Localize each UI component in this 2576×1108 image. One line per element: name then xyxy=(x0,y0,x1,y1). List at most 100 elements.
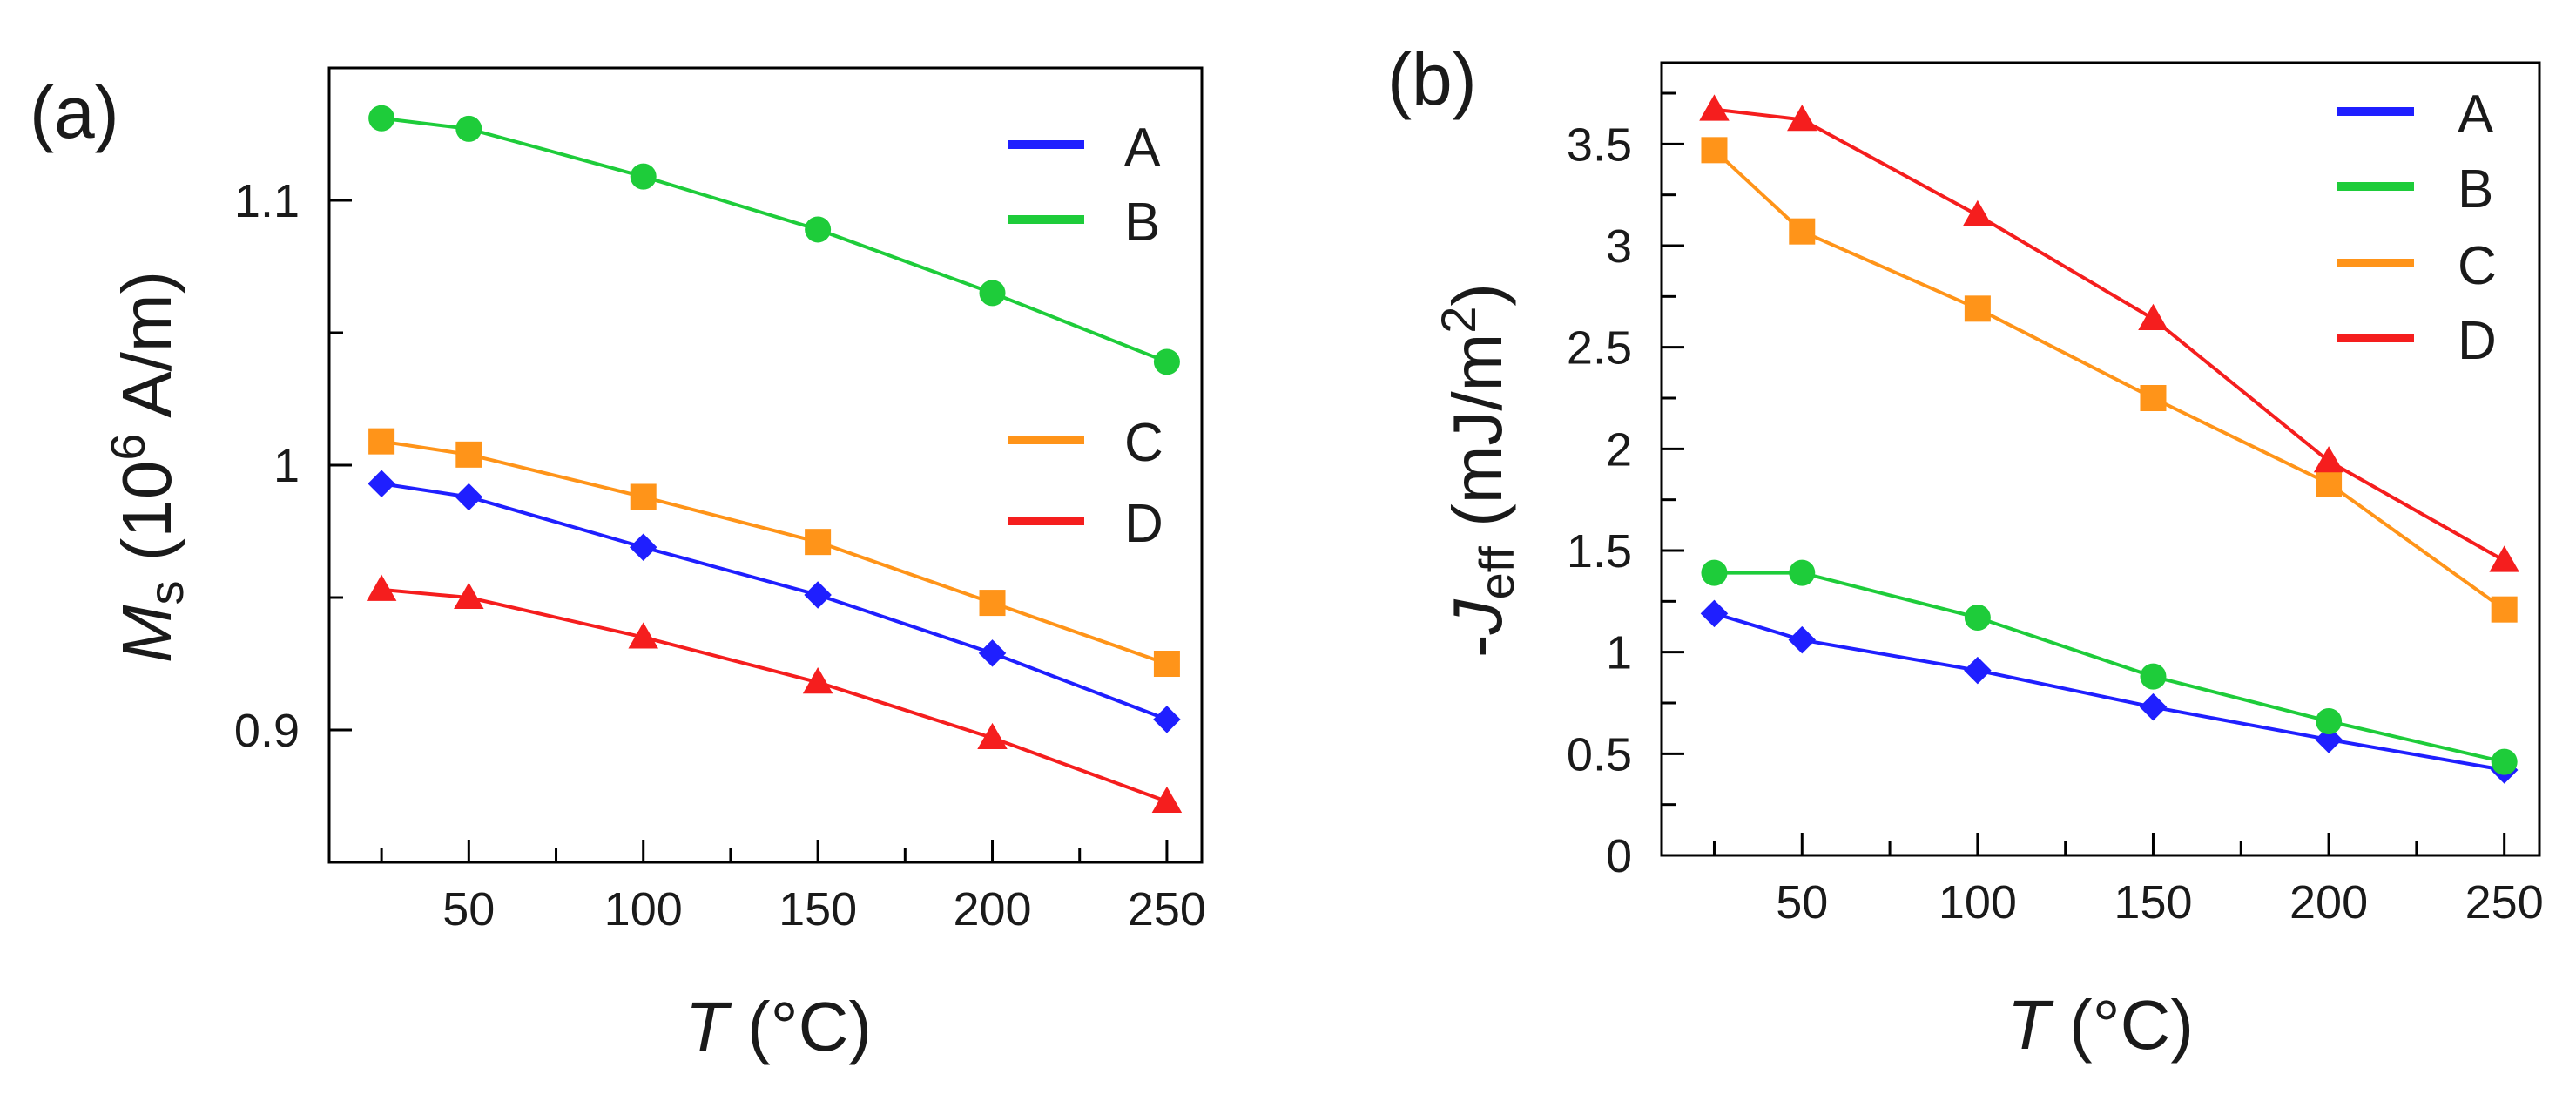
panel-a-x-tick-label: 200 xyxy=(953,883,1031,936)
panel-b-x-tick-label: 250 xyxy=(2465,876,2544,929)
panel-a-ylabel-post: A/m) xyxy=(108,271,185,434)
panel-b-x-tick-label: 50 xyxy=(1776,876,1828,929)
panel-b-ylabel-var: J xyxy=(1439,598,1516,635)
panel-a-series-a-point xyxy=(455,483,483,511)
panel-a-series-a-point xyxy=(368,470,395,498)
panel-b-x-tick-label: 100 xyxy=(1939,876,2017,929)
panel-b-series-b-point xyxy=(1701,559,1728,586)
panel-b-series-b-point xyxy=(1789,559,1816,586)
panel-b-y-axis-title: -Jeff (mJ/m2) xyxy=(1431,283,1524,658)
panel-a-series-a-point xyxy=(629,533,657,561)
panel-b-series-d-point xyxy=(2313,446,2344,473)
panel-b-series-a xyxy=(1700,599,2519,784)
panel-a-legend-label-c: C xyxy=(1124,413,1163,473)
panel-b-xlabel-var: T xyxy=(2007,986,2054,1064)
panel-a-series-c-point xyxy=(979,590,1006,617)
panel-a-legend-label-a: A xyxy=(1124,118,1161,178)
panel-a-series-d-point xyxy=(802,667,833,694)
panel-a-series-a-point xyxy=(1153,706,1181,733)
panel-a-x-axis-title: T (°C) xyxy=(685,988,872,1065)
panel-b-y-tick-label: 1.5 xyxy=(1567,525,1632,578)
panel-a-x-tick-label: 150 xyxy=(779,883,857,936)
panel-b-series-b-point xyxy=(2316,708,2343,734)
panel-a-ylabel-sub: s xyxy=(138,581,193,605)
panel-b-series-a-line xyxy=(1713,611,2505,772)
panel-a-series-a xyxy=(368,470,1181,733)
panel-b-series-b-point xyxy=(2140,663,2167,690)
panel-b-x-ticks: 50 100 150 200 250 xyxy=(1712,833,2544,929)
panel-a-series-c-point xyxy=(455,441,482,468)
panel-a-series-d-point xyxy=(1151,786,1183,814)
panel-a-series-d-point xyxy=(628,622,658,649)
panel-b-y-tick-label: 1 xyxy=(1606,627,1632,679)
panel-b-y-tick-label: 0.5 xyxy=(1567,728,1632,780)
panel-b-ylabel-post2: ) xyxy=(1439,283,1516,307)
panel-a-legend-label-d: D xyxy=(1124,494,1163,554)
panel-b-y-tick-label: 2 xyxy=(1606,423,1632,476)
panel-b-label: (b) xyxy=(1387,38,1477,120)
panel-b-series-c-point xyxy=(2316,470,2343,497)
panel-b-legend-label-a: A xyxy=(2458,84,2494,145)
panel-b-series-b xyxy=(1701,559,2518,775)
panel-a-x-tick-label: 100 xyxy=(604,883,683,936)
panel-a-y-axis-title: Ms (106 A/m) xyxy=(100,271,193,663)
panel-a-label: (a) xyxy=(30,71,119,153)
panel-a-xlabel-var: T xyxy=(685,988,732,1065)
panel-b-legend-item-d: D xyxy=(2337,311,2497,371)
panel-a-ylabel-pre: (10 xyxy=(108,461,185,581)
panel-b-legend-label-d: D xyxy=(2458,311,2497,371)
panel-b-chart: (b) 0 0.5 1 1.5 2 2.5 3 3.5 50 100 150 200 250 -Jef… xyxy=(1387,38,2544,1064)
panel-b-legend-label-c: C xyxy=(2458,236,2497,296)
panel-a-ylabel-sup: 6 xyxy=(100,434,155,461)
panel-b-series-d-point xyxy=(2138,303,2168,330)
panel-a-series-b-point xyxy=(368,105,395,132)
panel-b-y-tick-label: 0 xyxy=(1606,830,1632,882)
panel-a-x-tick-label: 250 xyxy=(1128,883,1206,936)
panel-a-series-d-line xyxy=(381,587,1168,803)
panel-b-legend-item-a: A xyxy=(2337,84,2494,145)
panel-b-legend-item-b: B xyxy=(2337,159,2493,220)
panel-a-series-c xyxy=(368,428,1180,677)
panel-a-series-c-point xyxy=(805,529,832,556)
panel-b-y-tick-label: 3.5 xyxy=(1567,118,1632,171)
panel-b-series-c-line xyxy=(1713,148,2505,611)
panel-b-series-a-point xyxy=(2139,692,2168,721)
panel-a-x-ticks: 50 100 150 200 250 xyxy=(380,840,1206,936)
panel-b-series-c-point xyxy=(2140,385,2167,411)
panel-a-series-b-point xyxy=(1153,348,1180,375)
panel-b-xlabel-unit: (°C) xyxy=(2050,986,2194,1064)
panel-b-series-d-point xyxy=(1787,105,1817,132)
panel-a-series-c-point xyxy=(1153,651,1180,677)
panel-a-series xyxy=(366,105,1183,814)
panel-a-x-tick-label: 50 xyxy=(442,883,495,936)
panel-a-chart: (a) 0.911.1 50 100 150 200 250 Ms (106 A/m) … xyxy=(30,66,1206,1065)
panel-b-ylabel-sup: 2 xyxy=(1431,307,1486,334)
panel-a-legend-item-a: A xyxy=(1008,118,1161,178)
panel-b-x-tick-label: 200 xyxy=(2289,876,2368,929)
panel-a-series-b-line xyxy=(381,116,1168,364)
panel-a-series-b-point xyxy=(455,115,482,142)
panel-a-legend-item-d: D xyxy=(1008,494,1163,554)
panel-a-series-b xyxy=(368,105,1180,375)
panel-b-series-d-point xyxy=(1962,199,1993,226)
panel-b-y-ticks: 0 0.5 1 1.5 2 2.5 3 3.5 xyxy=(1567,91,1684,882)
panel-b-ylabel-post: (mJ/m xyxy=(1439,334,1516,546)
panel-a-series-b-point xyxy=(979,280,1006,307)
panel-a-legend-item-c: C xyxy=(1008,413,1163,473)
panel-a-series-d-point xyxy=(366,574,397,601)
panel-b-y-tick-label: 3 xyxy=(1606,220,1632,273)
panel-a-ylabel-var: M xyxy=(108,605,185,663)
panel-a-legend-item-b: B xyxy=(1008,193,1160,253)
panel-b-ylabel-sub: eff xyxy=(1469,546,1524,600)
panel-b-series-a-point xyxy=(1788,625,1817,654)
panel-b-series-a-point xyxy=(1964,656,1992,685)
panel-a-series-b-point xyxy=(630,163,657,190)
panel-b-series-d-point xyxy=(1699,94,1730,121)
panel-b-y-tick-label: 2.5 xyxy=(1567,322,1632,375)
panel-a-legend-label-b: B xyxy=(1124,193,1160,253)
panel-a-series-d-point xyxy=(977,722,1008,750)
panel-b-series-a-point xyxy=(1700,599,1729,628)
panel-b-series-c-point xyxy=(1964,295,1991,322)
panel-b-series-c-point xyxy=(1789,218,1816,245)
panel-a-series-b-point xyxy=(805,216,832,243)
